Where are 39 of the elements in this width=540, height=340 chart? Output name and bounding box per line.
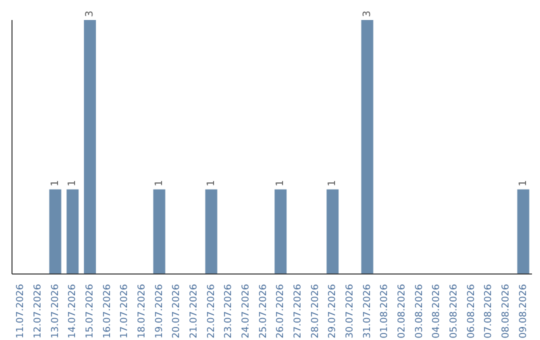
x-tick-label: 22.07.2026 bbox=[206, 284, 217, 338]
x-tick-label: 25.07.2026 bbox=[258, 284, 269, 338]
x-tick-label: 13.07.2026 bbox=[50, 284, 61, 338]
x-tick-label: 28.07.2026 bbox=[310, 284, 321, 338]
x-tick-label: 23.07.2026 bbox=[223, 284, 234, 338]
x-tick-label: 29.07.2026 bbox=[327, 284, 338, 338]
x-tick-label: 12.07.2026 bbox=[32, 284, 44, 338]
x-tick-label: 27.07.2026 bbox=[292, 284, 304, 338]
data-label: 3 bbox=[84, 10, 96, 17]
x-tick-label: 19.07.2026 bbox=[154, 284, 165, 338]
x-tick-label: 15.07.2026 bbox=[84, 284, 96, 338]
x-tick-label: 20.07.2026 bbox=[171, 284, 182, 338]
x-tick-label: 16.07.2026 bbox=[102, 284, 113, 338]
x-tick-label: 02.08.2026 bbox=[396, 284, 408, 338]
x-tick-label: 18.07.2026 bbox=[136, 284, 148, 338]
data-label: 1 bbox=[67, 180, 78, 186]
x-tick-label: 30.07.2026 bbox=[344, 284, 356, 338]
x-tick-label: 21.07.2026 bbox=[188, 284, 200, 338]
data-label: 3 bbox=[362, 10, 373, 17]
data-label: 1 bbox=[327, 180, 338, 186]
data-label: 1 bbox=[206, 180, 217, 186]
x-tick-label: 06.08.2026 bbox=[466, 284, 477, 338]
x-tick-label: 05.08.2026 bbox=[448, 284, 460, 338]
x-tick-label: 31.07.2026 bbox=[362, 284, 373, 338]
x-tick-label: 14.07.2026 bbox=[67, 284, 78, 338]
x-tick-label: 24.07.2026 bbox=[240, 284, 252, 338]
x-tick-label: 08.08.2026 bbox=[500, 284, 512, 338]
x-tick-label: 07.08.2026 bbox=[483, 284, 494, 338]
x-tick-label: 09.08.2026 bbox=[518, 284, 529, 338]
data-label: 1 bbox=[518, 180, 529, 186]
data-label: 1 bbox=[154, 180, 165, 186]
x-tick-label: 01.08.2026 bbox=[379, 284, 390, 338]
data-label: 1 bbox=[50, 180, 61, 186]
data-label: 1 bbox=[275, 180, 286, 186]
x-tick-label: 03.08.2026 bbox=[414, 284, 425, 338]
x-tick-label: 11.07.2026 bbox=[15, 284, 26, 338]
x-tick-label: 17.07.2026 bbox=[119, 284, 130, 338]
x-tick-label: 26.07.2026 bbox=[275, 284, 286, 338]
x-tick-label: 04.08.2026 bbox=[431, 284, 442, 338]
